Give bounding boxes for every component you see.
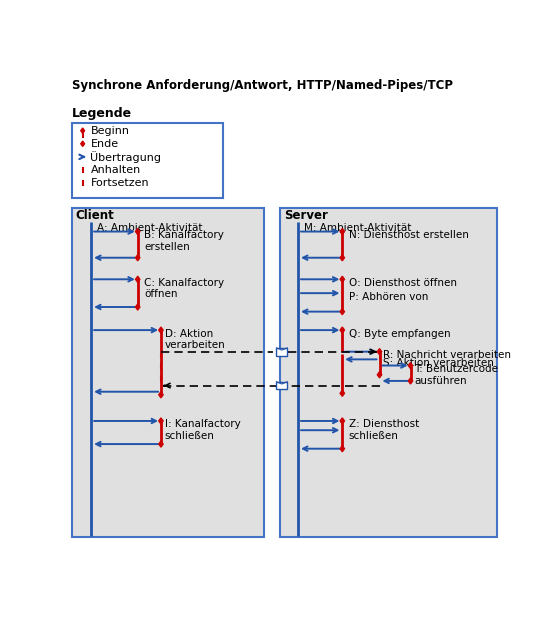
Text: Übertragung: Übertragung (91, 151, 161, 163)
Text: P: Abhören von: P: Abhören von (349, 292, 428, 302)
Polygon shape (136, 255, 140, 261)
Bar (276, 348, 287, 356)
Text: D: Aktion
verarbeiten: D: Aktion verarbeiten (165, 329, 226, 350)
Polygon shape (136, 277, 140, 282)
Polygon shape (408, 362, 413, 369)
Polygon shape (340, 308, 345, 315)
Polygon shape (340, 418, 345, 424)
Text: Server: Server (284, 209, 328, 222)
Polygon shape (81, 128, 85, 134)
Text: O: Diensthost öffnen: O: Diensthost öffnen (349, 278, 456, 288)
Text: Q: Byte empfangen: Q: Byte empfangen (349, 329, 450, 339)
Polygon shape (340, 255, 345, 261)
Polygon shape (159, 418, 163, 424)
Text: Client: Client (76, 209, 115, 222)
Text: Synchrone Anforderung/Antwort, HTTP/Named-Pipes/TCP: Synchrone Anforderung/Antwort, HTTP/Name… (72, 79, 453, 92)
Text: Beginn: Beginn (91, 125, 130, 135)
Text: Fortsetzen: Fortsetzen (91, 178, 149, 188)
Polygon shape (136, 228, 140, 234)
Polygon shape (159, 392, 163, 398)
Bar (276, 382, 287, 389)
Text: Anhalten: Anhalten (91, 165, 141, 175)
Text: Ende: Ende (91, 139, 118, 149)
Text: R: Nachricht verarbeiten: R: Nachricht verarbeiten (384, 350, 512, 360)
Text: Legende: Legende (72, 107, 132, 120)
Polygon shape (340, 446, 345, 452)
Text: M: Ambient-Aktivität: M: Ambient-Aktivität (304, 223, 411, 233)
Polygon shape (159, 327, 163, 333)
Polygon shape (378, 349, 381, 355)
Bar (72, 123, 223, 198)
Polygon shape (408, 378, 413, 384)
Polygon shape (340, 390, 345, 396)
Text: S: Aktion verarbeiten: S: Aktion verarbeiten (384, 358, 494, 368)
Polygon shape (340, 277, 345, 282)
Polygon shape (378, 372, 381, 378)
Polygon shape (159, 441, 163, 447)
Bar (72, 208, 264, 537)
Polygon shape (136, 304, 140, 310)
Text: A: Ambient-Aktivität: A: Ambient-Aktivität (97, 223, 203, 233)
Text: C: Kanalfactory
öffnen: C: Kanalfactory öffnen (144, 278, 224, 299)
Text: B: Kanalfactory
erstellen: B: Kanalfactory erstellen (144, 230, 224, 251)
Text: T: Benutzercode
ausführen: T: Benutzercode ausführen (414, 364, 498, 386)
Text: N: Diensthost erstellen: N: Diensthost erstellen (349, 230, 468, 240)
Text: Z: Diensthost
schließen: Z: Diensthost schließen (349, 419, 419, 441)
Bar (280, 208, 497, 537)
Polygon shape (340, 228, 345, 234)
Polygon shape (340, 327, 345, 333)
Polygon shape (81, 141, 85, 147)
Text: I: Kanalfactory
schließen: I: Kanalfactory schließen (165, 419, 241, 441)
